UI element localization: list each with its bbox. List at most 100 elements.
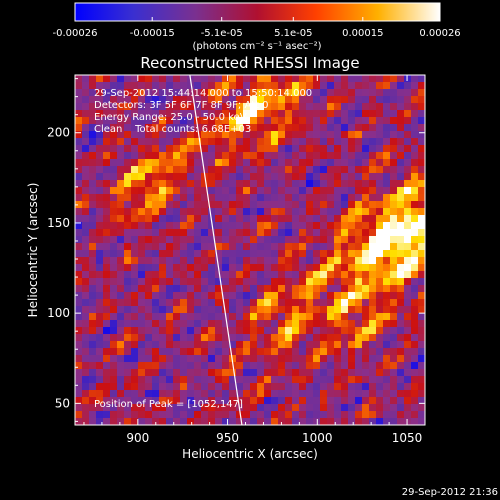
heatmap-cell (124, 264, 131, 271)
heatmap-cell (124, 180, 131, 187)
x-tick-label: 1000 (302, 431, 333, 445)
heatmap-cell (110, 355, 117, 362)
heatmap-cell (341, 334, 348, 341)
heatmap-cell (243, 404, 250, 411)
heatmap-cell (187, 152, 194, 159)
heatmap-cell (292, 264, 299, 271)
heatmap-cell (152, 138, 159, 145)
heatmap-cell (313, 264, 320, 271)
heatmap-cell (257, 124, 264, 131)
heatmap-cell (397, 159, 404, 166)
heatmap-cell (138, 369, 145, 376)
heatmap-cell (257, 306, 264, 313)
heatmap-cell (355, 201, 362, 208)
heatmap-cell (285, 124, 292, 131)
heatmap-cell (201, 348, 208, 355)
heatmap-cell (208, 75, 215, 82)
heatmap-cell (117, 320, 124, 327)
heatmap-cell (250, 299, 257, 306)
heatmap-cell (404, 138, 411, 145)
heatmap-cell (418, 313, 425, 320)
heatmap-cell (82, 257, 89, 264)
heatmap-cell (243, 306, 250, 313)
heatmap-cell (82, 285, 89, 292)
heatmap-cell (222, 82, 229, 89)
heatmap-cell (103, 75, 110, 82)
heatmap-cell (180, 383, 187, 390)
heatmap-cell (411, 96, 418, 103)
heatmap-cell (117, 306, 124, 313)
heatmap-cell (397, 187, 404, 194)
heatmap-cell (397, 278, 404, 285)
heatmap-cell (250, 362, 257, 369)
heatmap-cell (131, 271, 138, 278)
heatmap-cell (208, 187, 215, 194)
heatmap-cell (292, 278, 299, 285)
heatmap-cell (75, 243, 82, 250)
heatmap-cell (215, 418, 222, 425)
heatmap-cell (229, 103, 236, 110)
heatmap-cell (138, 166, 145, 173)
heatmap-cell (180, 166, 187, 173)
heatmap-cell (264, 306, 271, 313)
heatmap-cell (208, 390, 215, 397)
heatmap-cell (320, 299, 327, 306)
heatmap-cell (306, 201, 313, 208)
heatmap-cell (306, 117, 313, 124)
heatmap-cell (348, 166, 355, 173)
heatmap-cell (152, 110, 159, 117)
heatmap-cell (187, 82, 194, 89)
heatmap-cell (103, 327, 110, 334)
heatmap-cell (292, 124, 299, 131)
heatmap-cell (124, 306, 131, 313)
heatmap-cell (411, 103, 418, 110)
heatmap-cell (397, 96, 404, 103)
heatmap-cell (96, 313, 103, 320)
heatmap-cell (187, 404, 194, 411)
heatmap-cell (103, 355, 110, 362)
heatmap-cell (313, 152, 320, 159)
heatmap-cell (390, 278, 397, 285)
heatmap-cell (306, 222, 313, 229)
heatmap-cell (299, 278, 306, 285)
heatmap-cell (201, 341, 208, 348)
heatmap-cell (124, 187, 131, 194)
heatmap-cell (383, 271, 390, 278)
heatmap-cell (201, 257, 208, 264)
heatmap-cell (173, 320, 180, 327)
y-tick-label: 150 (47, 216, 70, 230)
heatmap-cell (117, 404, 124, 411)
heatmap-cell (75, 152, 82, 159)
heatmap-cell (355, 306, 362, 313)
heatmap-cell (397, 299, 404, 306)
heatmap-cell (180, 89, 187, 96)
heatmap-cell (117, 369, 124, 376)
heatmap-cell (264, 320, 271, 327)
heatmap-cell (166, 404, 173, 411)
heatmap-cell (208, 404, 215, 411)
heatmap-cell (145, 327, 152, 334)
heatmap-cell (131, 411, 138, 418)
heatmap-cell (96, 222, 103, 229)
heatmap-cell (348, 250, 355, 257)
heatmap-cell (257, 110, 264, 117)
heatmap-cell (194, 208, 201, 215)
heatmap-cell (404, 362, 411, 369)
heatmap-cell (89, 334, 96, 341)
heatmap-cell (96, 187, 103, 194)
heatmap-cell (131, 397, 138, 404)
heatmap-cell (383, 152, 390, 159)
heatmap-cell (397, 117, 404, 124)
heatmap-cell (250, 348, 257, 355)
heatmap-cell (257, 257, 264, 264)
heatmap-cell (173, 222, 180, 229)
heatmap-cell (299, 390, 306, 397)
heatmap-cell (306, 390, 313, 397)
heatmap-cell (229, 222, 236, 229)
heatmap-cell (341, 145, 348, 152)
heatmap-cell (320, 124, 327, 131)
heatmap-cell (152, 215, 159, 222)
heatmap-cell (215, 152, 222, 159)
heatmap-cell (250, 75, 257, 82)
heatmap-cell (103, 103, 110, 110)
